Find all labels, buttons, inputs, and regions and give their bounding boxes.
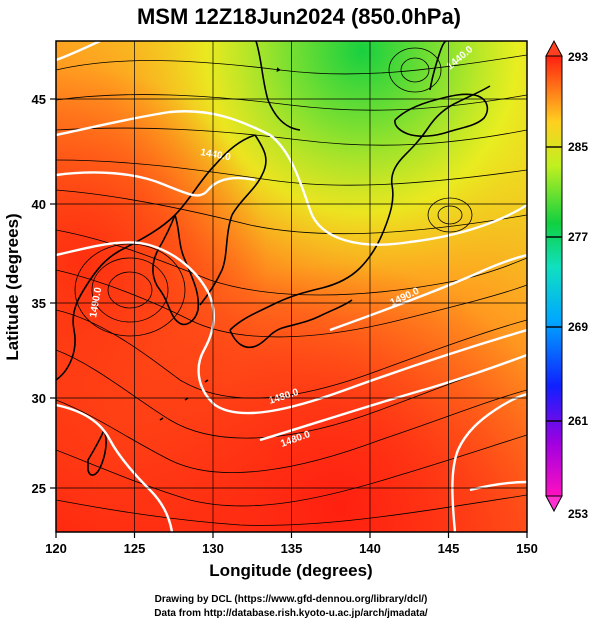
colorbar-ticks bbox=[546, 146, 562, 422]
colorbar-label: 277 bbox=[568, 230, 588, 244]
x-tick-label: 135 bbox=[281, 541, 303, 556]
colorbar-label: 269 bbox=[568, 320, 588, 334]
credit-drawing: Drawing by DCL (https://www.gfd-dennou.o… bbox=[155, 594, 428, 605]
height-contours bbox=[56, 41, 527, 532]
contour-label: 1440.0 bbox=[199, 147, 231, 163]
x-tick-label: 130 bbox=[202, 541, 224, 556]
colorbar-top-cap bbox=[545, 39, 563, 57]
y-tick-label: 35 bbox=[32, 296, 46, 311]
y-tick-label: 25 bbox=[32, 481, 46, 496]
x-tick-label: 120 bbox=[45, 541, 67, 556]
colorbar-label: 253 bbox=[568, 507, 588, 521]
y-tick-label: 45 bbox=[32, 92, 46, 107]
x-tick-label: 145 bbox=[438, 541, 460, 556]
plot-area: 1440.0 1440.0 1490.0 1490.0 1480.0 1480.… bbox=[56, 41, 527, 532]
colorbar: 293 285 277 269 261 253 bbox=[545, 39, 588, 521]
colorbar-label: 285 bbox=[568, 140, 588, 154]
y-axis-title: Latitude (degrees) bbox=[3, 213, 22, 360]
colorbar-ramp bbox=[545, 55, 563, 497]
y-tick-labels: 25 30 35 40 45 bbox=[32, 92, 46, 496]
x-tick-label: 125 bbox=[124, 541, 146, 556]
x-tick-label: 150 bbox=[516, 541, 538, 556]
x-axis-title: Longitude (degrees) bbox=[209, 561, 372, 580]
graticule bbox=[56, 41, 527, 532]
contour-label: 1490.0 bbox=[88, 286, 104, 318]
colorbar-label: 261 bbox=[568, 414, 588, 428]
map-title: MSM 12Z18Jun2024 (850.0hPa) bbox=[137, 4, 461, 29]
colorbar-label: 293 bbox=[568, 50, 588, 64]
credit-data: Data from http://database.rish.kyoto-u.a… bbox=[154, 608, 428, 619]
axis-ticks bbox=[50, 98, 528, 538]
x-tick-label: 140 bbox=[359, 541, 381, 556]
y-tick-label: 30 bbox=[32, 391, 46, 406]
colorbar-bottom-cap bbox=[545, 495, 563, 513]
y-tick-label: 40 bbox=[32, 197, 46, 212]
x-tick-labels: 120 125 130 135 140 145 150 bbox=[45, 541, 538, 556]
